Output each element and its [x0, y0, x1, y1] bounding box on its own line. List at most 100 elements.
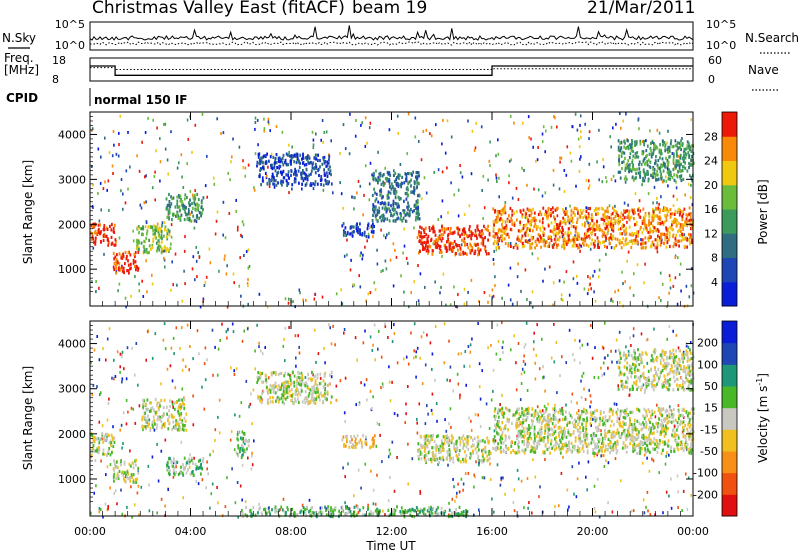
velocity-feature-cell	[365, 442, 368, 446]
velocity-feature-cell	[275, 371, 277, 375]
velocity-scatter-cell	[427, 412, 429, 416]
velocity-scatter-cell	[107, 507, 109, 511]
power-scatter-cell	[597, 242, 599, 246]
velocity-scatter-cell	[212, 373, 214, 377]
power-feature-cell	[681, 157, 684, 161]
power-scatter-cell	[339, 152, 341, 155]
power-feature-cell	[667, 163, 669, 167]
power-feature-cell	[553, 237, 556, 241]
power-feature-cell	[562, 216, 565, 220]
velocity-scatter-cell	[293, 374, 296, 378]
velocity-scatter-cell	[658, 471, 660, 475]
power-scatter-cell	[222, 131, 225, 135]
power-scatter-cell	[267, 117, 270, 121]
power-scatter-cell	[572, 277, 575, 281]
velocity-scatter-cell	[304, 376, 307, 379]
power-scatter-cell	[204, 184, 207, 188]
power-feature-cell	[619, 141, 621, 145]
power-scatter-cell	[187, 137, 190, 141]
power-feature-cell	[679, 211, 682, 215]
velocity-feature-cell	[160, 398, 163, 403]
velocity-scatter-cell	[550, 356, 553, 360]
velocity-scatter-cell	[584, 397, 587, 401]
velocity-scatter-cell	[366, 398, 368, 402]
velocity-scatter-cell	[407, 385, 409, 388]
velocity-feature-cell	[188, 462, 191, 466]
velocity-feature-cell	[181, 471, 184, 475]
power-feature-cell	[529, 228, 531, 233]
velocity-scatter-cell	[646, 338, 649, 341]
power-scatter-cell	[159, 137, 161, 141]
power-scatter-cell	[224, 236, 227, 240]
power-feature-cell	[366, 227, 369, 231]
power-feature-cell	[174, 205, 177, 209]
power-feature-cell	[432, 230, 435, 234]
velocity-scatter-cell	[416, 431, 419, 435]
velocity-feature-cell	[192, 473, 195, 477]
power-feature-cell	[584, 221, 586, 225]
velocity-feature-cell	[435, 445, 437, 450]
power-feature-cell	[587, 216, 590, 220]
power-scatter-cell	[242, 166, 244, 170]
power-feature-cell	[678, 160, 681, 164]
power-feature-cell	[139, 227, 142, 231]
velocity-feature-cell	[132, 480, 135, 484]
power-feature-cell	[620, 211, 623, 215]
power-feature-cell	[480, 241, 483, 245]
power-feature-cell	[153, 224, 155, 228]
power-scatter-cell	[605, 252, 607, 256]
power-scatter-cell	[388, 128, 391, 132]
power-feature-cell	[446, 240, 448, 244]
power-feature-cell	[268, 181, 271, 185]
power-scatter-cell	[552, 168, 555, 172]
velocity-feature-cell	[161, 424, 164, 428]
power-feature-cell	[553, 215, 555, 219]
power-scatter-cell	[205, 275, 208, 279]
power-feature-cell	[426, 247, 429, 251]
velocity-scatter-cell	[324, 361, 326, 365]
power-scatter-cell	[195, 220, 198, 224]
power-scatter-cell	[587, 275, 589, 279]
power-feature-cell	[612, 221, 614, 226]
power-scatter-cell	[342, 206, 344, 210]
power-feature-cell	[673, 173, 676, 177]
velocity-scatter-cell	[391, 340, 394, 344]
power-feature-cell	[687, 141, 690, 145]
velocity-scatter-cell	[100, 459, 102, 463]
power-feature-cell	[125, 257, 128, 261]
power-scatter-cell	[579, 114, 582, 118]
power-feature-cell	[684, 151, 687, 156]
velocity-scatter-cell	[469, 364, 471, 368]
power-scatter-cell	[239, 256, 241, 260]
velocity-feature-cell	[436, 434, 438, 439]
velocity-scatter-cell	[206, 460, 208, 464]
velocity-scatter-cell	[384, 513, 386, 517]
power-scatter-cell	[446, 166, 448, 170]
power-feature-cell	[361, 233, 363, 237]
power-scatter-cell	[531, 290, 534, 294]
velocity-scatter-cell	[380, 386, 382, 390]
power-feature-cell	[423, 247, 425, 251]
power-feature-cell	[412, 170, 415, 174]
power-feature-cell	[643, 171, 646, 175]
power-scatter-cell	[603, 240, 605, 244]
power-feature-cell	[529, 246, 531, 250]
velocity-scatter-cell	[379, 433, 381, 437]
power-feature-cell	[625, 237, 628, 241]
velocity-feature-cell	[466, 435, 469, 439]
power-feature-cell	[530, 213, 533, 217]
velocity-feature-cell	[452, 460, 455, 464]
power-feature-cell	[167, 228, 169, 232]
power-feature-cell	[632, 178, 635, 182]
power-feature-cell	[691, 179, 693, 183]
velocity-scatter-cell	[121, 446, 123, 450]
velocity-scatter-cell	[210, 492, 213, 496]
power-feature-cell	[149, 225, 152, 230]
power-scatter-cell	[375, 169, 377, 173]
velocity-scatter-cell	[666, 337, 668, 341]
power-scatter-cell	[258, 292, 261, 296]
power-feature-cell	[324, 178, 327, 182]
power-feature-cell	[464, 241, 466, 245]
velocity-feature-cell	[362, 434, 364, 438]
power-feature-cell	[539, 234, 541, 238]
